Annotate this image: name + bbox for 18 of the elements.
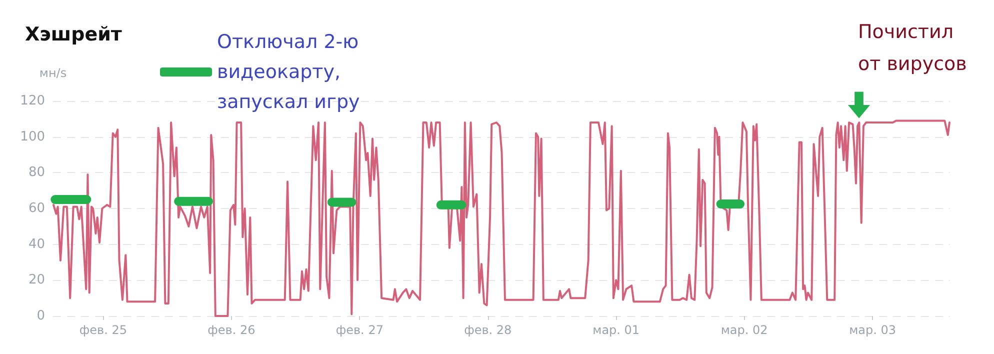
annotation: Почистил от вирусов [858,20,968,77]
x-tick-label: фев. 25 [79,323,128,337]
x-tick-label: фев. 26 [208,323,256,337]
y-axis-title: мн/s [39,66,67,80]
y-tick-label: 100 [20,129,45,144]
chart-title: Хэшрейт [25,24,122,46]
x-tick-label: мар. 01 [592,323,640,337]
y-tick-label: 40 [28,236,45,252]
x-tick-label: мар. 03 [849,323,896,337]
y-tick-label: 120 [20,94,45,108]
y-tick-label: 20 [28,272,45,288]
y-tick-label: 60 [28,201,45,216]
x-tick-label: фев. 28 [464,323,512,337]
x-tick-label: мар. 02 [720,323,768,337]
x-tick-label: фев. 27 [336,323,384,337]
y-tick-label: 80 [28,165,45,180]
y-tick-label: 0 [36,308,45,324]
legend-label: Отключал 2-ю видеокарту, запускал игру [217,31,365,113]
